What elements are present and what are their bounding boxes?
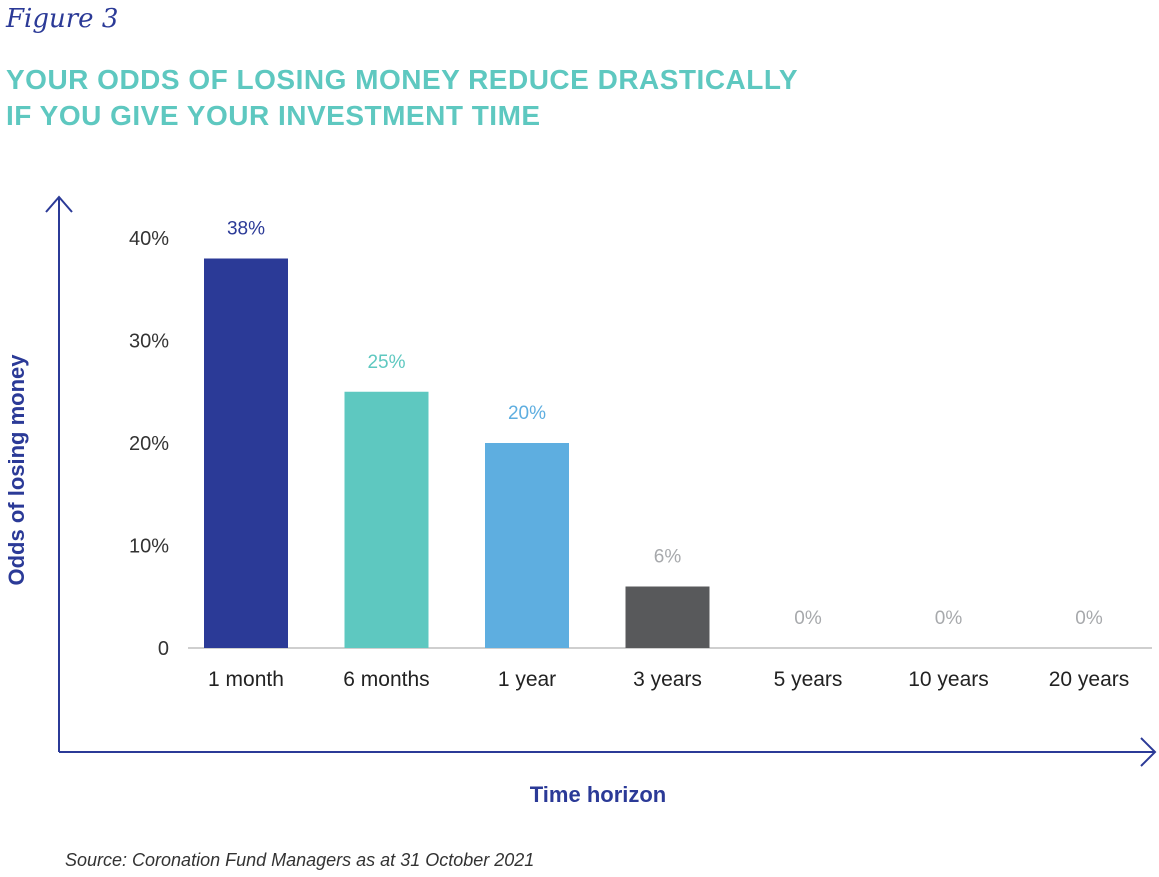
y-tick-label: 0 xyxy=(158,638,169,660)
bar xyxy=(204,258,288,648)
category-labels: 1 month 6 months 1 year 3 years 5 years 10 ye… xyxy=(208,668,1129,691)
x-category-label: 3 years xyxy=(633,668,702,691)
y-tick-label: 20% xyxy=(129,433,169,455)
bar-data-label: 0% xyxy=(935,608,963,629)
y-axis-title: Odds of losing money xyxy=(4,354,29,586)
x-axis-title: Time horizon xyxy=(530,782,667,807)
data-labels: 38% 25% 20% 6% 0% 0% 0% xyxy=(227,219,1103,630)
bar xyxy=(344,391,429,648)
chart-title: YOUR ODDS OF LOSING MONEY REDUCE DRASTIC… xyxy=(6,62,906,134)
figure-label: Figure 3 xyxy=(6,4,119,34)
x-category-label: 1 year xyxy=(498,668,556,691)
bar xyxy=(485,443,569,648)
x-category-label: 5 years xyxy=(774,668,843,691)
x-category-label: 10 years xyxy=(908,668,989,691)
bar-data-label: 0% xyxy=(1075,608,1103,629)
bar xyxy=(625,586,710,648)
bar-data-label: 6% xyxy=(654,547,682,568)
x-category-label: 20 years xyxy=(1049,668,1130,691)
y-tick-label: 10% xyxy=(129,536,169,558)
bar-data-label: 38% xyxy=(227,219,265,240)
source-note: Source: Coronation Fund Managers as at 3… xyxy=(65,850,535,870)
y-tick-label: 30% xyxy=(129,331,169,353)
x-category-label: 6 months xyxy=(343,668,429,691)
chart-title-line-2: IF YOU GIVE YOUR INVESTMENT TIME xyxy=(6,100,541,131)
chart-axes: Odds of losing money Time horizon xyxy=(4,195,1157,807)
chart-title-line-1: YOUR ODDS OF LOSING MONEY REDUCE DRASTIC… xyxy=(6,64,799,95)
x-axis-arrowhead xyxy=(1140,737,1157,767)
y-tick-label: 40% xyxy=(129,228,169,250)
y-tick-labels: 0 10% 20% 30% 40% xyxy=(129,228,169,660)
bar-data-label: 0% xyxy=(794,608,822,629)
bars xyxy=(204,258,710,648)
x-category-label: 1 month xyxy=(208,668,284,691)
bar-data-label: 20% xyxy=(508,403,546,424)
bar-data-label: 25% xyxy=(367,352,405,373)
